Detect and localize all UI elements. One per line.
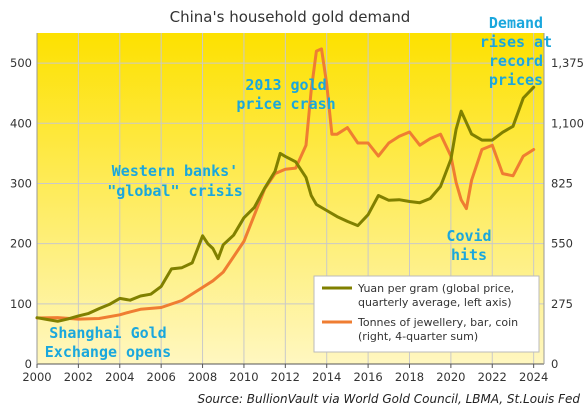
x-tick-label: 2012	[271, 370, 300, 384]
annotations: Demand rises at record prices 2013 gold price…	[45, 14, 552, 361]
x-axis-ticks: 2000 2002 2004 2006 2008 2010 2012 2014 2016 2018…	[22, 364, 548, 384]
annotation-western-banks: Western banks' "global" crisis	[107, 162, 242, 200]
y-left-tick-label: 500	[10, 56, 32, 70]
y-left-tick-label: 200	[10, 237, 32, 251]
y-right-tick-label: 825	[551, 176, 573, 190]
grid	[37, 33, 544, 364]
x-tick-label: 2010	[229, 370, 258, 384]
chart-title: China's household gold demand	[170, 8, 411, 26]
y-right-tick-label: 275	[551, 297, 573, 311]
source-note: Source: BullionVault via World Gold Coun…	[197, 392, 580, 406]
x-tick-label: 2000	[22, 370, 51, 384]
x-tick-label: 2020	[436, 370, 465, 384]
legend: Yuan per gram (global price, quarterly av…	[313, 275, 540, 353]
legend-label-yuan: Yuan per gram (global price, quarterly av…	[357, 282, 514, 309]
annotation-sge-opens: Shanghai Gold Exchange opens	[45, 324, 171, 361]
x-tick-label: 2016	[353, 370, 382, 384]
y-right-tick-label: 1,100	[551, 116, 584, 130]
y-left-tick-label: 100	[10, 297, 32, 311]
x-tick-label: 2004	[105, 370, 134, 384]
y-right-tick-label: 0	[551, 357, 558, 371]
annotation-demand-rises: Demand rises at record prices	[480, 14, 552, 89]
annotation-covid: Covid hits	[446, 227, 491, 264]
y-left-tick-label: 400	[10, 116, 32, 130]
series-line-tonnes	[35, 47, 536, 321]
axes	[36, 33, 545, 365]
annotation-2013-crash: 2013 gold price crash	[236, 76, 335, 113]
y-right-tick-label: 1,375	[551, 56, 584, 70]
x-tick-label: 2018	[395, 370, 424, 384]
x-tick-label: 2008	[188, 370, 217, 384]
y-left-tick-label: 300	[10, 176, 32, 190]
x-tick-label: 2014	[312, 370, 341, 384]
x-tick-label: 2022	[478, 370, 507, 384]
y-right-tick-label: 550	[551, 237, 573, 251]
series-line-yuan-per-gram	[35, 85, 536, 323]
y-axis-left-ticks: 0 100 200 300 400 500	[10, 56, 32, 371]
x-tick-label: 2002	[64, 370, 93, 384]
legend-label-tonnes: Tonnes of jewellery, bar, coin (right, 4-…	[357, 316, 518, 343]
y-axis-right-ticks: 0 275 550 825 1,100 1,375	[551, 56, 584, 371]
series-layer	[35, 47, 536, 323]
y-left-tick-label: 0	[25, 357, 32, 371]
x-tick-label: 2024	[519, 370, 548, 384]
x-tick-label: 2006	[147, 370, 176, 384]
